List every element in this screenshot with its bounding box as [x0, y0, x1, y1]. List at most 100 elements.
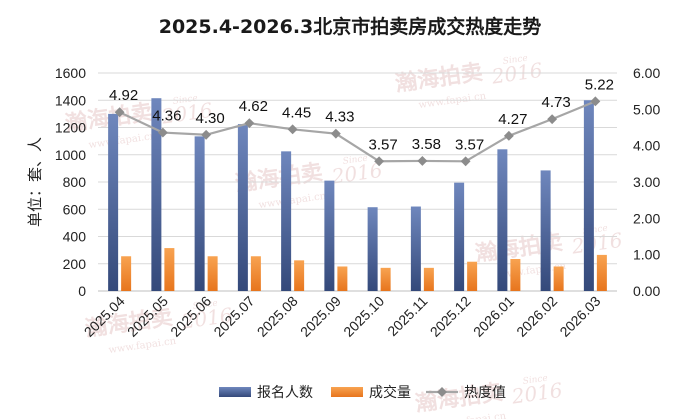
bar-deals: [380, 267, 391, 291]
heat-data-label: 4.73: [542, 94, 571, 111]
y2-tick-label: 6.00: [633, 65, 660, 81]
bar-deals: [164, 248, 175, 291]
heat-data-label: 4.33: [325, 109, 354, 126]
bar-applicants: [540, 170, 551, 291]
y-tick-label: 1200: [55, 120, 86, 136]
heat-marker: [157, 127, 168, 138]
x-tick-label: 2025.10: [340, 293, 387, 340]
y-tick-label: 0: [78, 283, 86, 299]
heat-data-label: 5.22: [585, 76, 614, 93]
bar-applicants: [324, 180, 335, 291]
y2-tick-label: 2.00: [633, 210, 660, 226]
x-tick-label: 2026.01: [470, 293, 517, 340]
watermark-url: www.fapai.cn: [418, 91, 488, 111]
y-tick-label: 600: [63, 201, 87, 217]
bar-applicants: [151, 98, 162, 291]
heat-marker: [114, 107, 125, 118]
bar-applicants: [583, 100, 594, 291]
y2-tick-label: 3.00: [633, 174, 660, 190]
heat-data-label: 4.36: [152, 108, 181, 125]
chart-title: 2025.4-2026.3北京市拍卖房成交热度走势: [159, 15, 542, 38]
x-tick-label: 2025.08: [254, 293, 301, 340]
heat-marker: [201, 129, 212, 140]
watermark-since: Since: [522, 374, 548, 387]
watermark-brand: 瀚海拍卖: [394, 59, 485, 97]
gridlines: [98, 72, 617, 292]
legend: 报名人数 成交量 热度值: [219, 384, 506, 401]
heat-marker: [287, 124, 298, 135]
heat-data-label: 3.58: [412, 136, 441, 153]
bar-deals: [510, 258, 521, 291]
bar-applicants: [194, 136, 205, 291]
x-tick-label: 2026.03: [556, 293, 603, 340]
bar-applicants: [497, 149, 508, 291]
y-tick-label: 1000: [55, 147, 86, 163]
heat-data-label: 4.45: [282, 104, 311, 121]
legend-label-deals: 成交量: [369, 384, 411, 401]
x-tick-label: 2026.02: [513, 293, 560, 340]
heat-marker: [460, 156, 471, 167]
x-tick-label: 2025.09: [297, 293, 344, 340]
heat-line: [119, 100, 596, 163]
bar-applicants: [237, 124, 248, 291]
y2-tick-label: 5.00: [633, 101, 660, 117]
legend-swatch-deals: [331, 387, 363, 397]
line-series: 4.92 4.36 4.30 4.62 4.45 4.33 3.57 3.58 3.57 4.27…: [109, 76, 614, 167]
heat-marker: [330, 128, 341, 139]
bar-deals: [337, 266, 348, 291]
bar-deals: [121, 256, 132, 291]
y2-tick-label: 4.00: [633, 138, 660, 154]
y-axis-label: 单位：套、人: [26, 137, 44, 227]
watermark-since: Since: [192, 299, 218, 312]
heat-marker: [547, 114, 558, 125]
x-tick-label: 2025.11: [384, 293, 431, 340]
y-tick-label: 400: [63, 229, 87, 245]
y2-tick-label: 1.00: [633, 247, 660, 263]
x-tick-label: 2025.12: [427, 293, 474, 340]
right-axis-ticks: 0.00 1.00 2.00 3.00 4.00 5.00 6.00: [633, 65, 660, 299]
y-tick-label: 200: [63, 256, 87, 272]
bar-deals: [250, 256, 261, 291]
bar-deals: [294, 260, 305, 291]
bar-applicants: [108, 113, 119, 291]
legend-marker-heat: [437, 387, 447, 397]
bar-deals: [467, 261, 478, 291]
y2-tick-label: 0.00: [633, 283, 660, 299]
heat-data-label: 4.62: [239, 98, 268, 115]
watermark-url: www.fapai.cn: [258, 191, 328, 211]
y-tick-label: 1600: [55, 65, 86, 81]
watermark-since: Since: [502, 54, 528, 67]
heat-data-label: 4.30: [196, 110, 225, 127]
heat-marker: [503, 130, 514, 141]
heat-marker: [590, 96, 601, 107]
bar-applicants: [410, 206, 421, 291]
watermark-year: 2016: [509, 378, 564, 409]
heat-data-label: 3.57: [369, 136, 398, 153]
y-tick-label: 1400: [55, 92, 86, 108]
heat-data-label: 4.27: [498, 111, 527, 128]
watermark-url: www.fapai.cn: [108, 336, 178, 356]
y-tick-label: 800: [63, 174, 87, 190]
legend-swatch-applicants: [219, 387, 251, 397]
heat-marker: [244, 118, 255, 129]
bar-applicants: [454, 182, 465, 291]
watermark-url: www.fapai.cn: [88, 131, 158, 151]
heat-data-label: 3.57: [455, 136, 484, 153]
bar-applicants: [281, 151, 292, 291]
heat-marker: [417, 155, 428, 166]
heat-data-label: 4.92: [109, 87, 138, 104]
watermark-url: www.fapai.cn: [438, 411, 508, 419]
watermark-year: 2016: [569, 228, 624, 259]
bar-deals: [207, 256, 218, 291]
heat-marker: [374, 156, 385, 167]
bar-deals: [553, 266, 564, 291]
watermark-since: Since: [342, 154, 368, 167]
bar-deals: [596, 254, 607, 291]
bar-deals: [423, 267, 434, 291]
legend-label-applicants: 报名人数: [257, 385, 313, 401]
bar-applicants: [367, 207, 378, 291]
left-axis-ticks: 0 200 400 600 800 1000 1200 1400 1600: [55, 65, 86, 299]
